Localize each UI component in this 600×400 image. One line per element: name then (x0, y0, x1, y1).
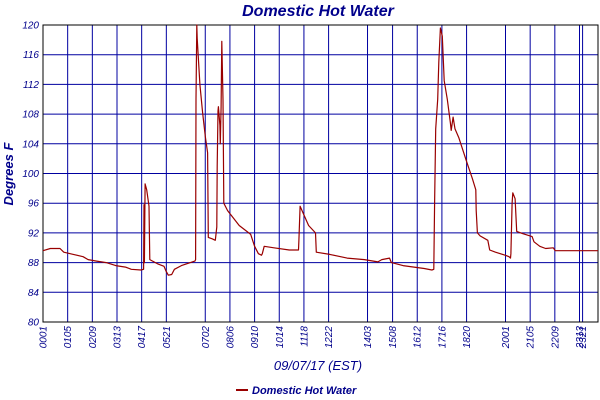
x-tick-label-3: 0313 (113, 326, 124, 349)
x-tick-label-13: 1508 (388, 326, 399, 349)
x-tick-label-15: 1716 (437, 326, 448, 349)
x-tick-label-6: 0702 (201, 326, 212, 349)
x-tick-label-10: 1118 (299, 326, 310, 347)
y-tick-label-9: 116 (23, 50, 39, 61)
y-tick-label-1: 84 (28, 288, 40, 299)
x-tick-label-18: 2105 (526, 326, 537, 350)
x-tick-label-19: 2209 (550, 326, 561, 350)
y-tick-label-6: 104 (22, 139, 39, 150)
legend: Domestic Hot Water (236, 385, 357, 397)
x-tick-label-7: 0806 (225, 326, 236, 349)
y-tick-label-8: 112 (23, 80, 39, 91)
y-tick-label-3: 92 (28, 228, 40, 239)
x-tick-label-0: 0001 (39, 326, 50, 348)
legend-label: Domestic Hot Water (252, 385, 357, 397)
y-tick-label-4: 96 (28, 199, 40, 210)
plot-frame (42, 24, 599, 323)
y-tick-label-10: 120 (22, 21, 39, 32)
y-tick-label-7: 108 (22, 110, 39, 121)
x-tick-label-11: 1222 (324, 326, 335, 349)
y-axis-ticks: 80 84 88 92 96 100 104 108 112 116 120 (22, 21, 39, 329)
series-group (42, 24, 598, 276)
x-tick-label-4: 0417 (137, 326, 148, 349)
x-tick-label-9: 1014 (275, 326, 286, 349)
x-tick-label-16: 1820 (462, 326, 473, 349)
x-tick-label-8: 0910 (250, 326, 261, 349)
y-tick-label-2: 88 (28, 258, 40, 269)
series-line-0 (42, 24, 598, 276)
x-tick-label-17: 2001 (501, 326, 512, 349)
x-axis-label: 09/07/17 (EST) (274, 358, 362, 373)
y-axis-label: Degrees F (1, 142, 16, 206)
chart-title: Domestic Hot Water (242, 3, 395, 20)
grid (43, 25, 598, 322)
x-tick-label-5: 0521 (162, 326, 173, 348)
x-axis-ticks: 0001 0105 0209 0313 0417 0521 0702 0806 0910 1014… (39, 326, 590, 350)
x-tick-label-20: 2313 (575, 326, 586, 350)
x-tick-label-1: 0105 (63, 326, 74, 349)
x-tick-label-14: 1612 (413, 326, 424, 349)
x-tick-label-12: 1403 (363, 326, 374, 349)
x-tick-label-2: 0209 (88, 326, 99, 349)
x-tick-label-21: 2321 (578, 326, 589, 349)
y-tick-label-0: 80 (28, 318, 40, 329)
y-tick-label-5: 100 (22, 169, 39, 180)
